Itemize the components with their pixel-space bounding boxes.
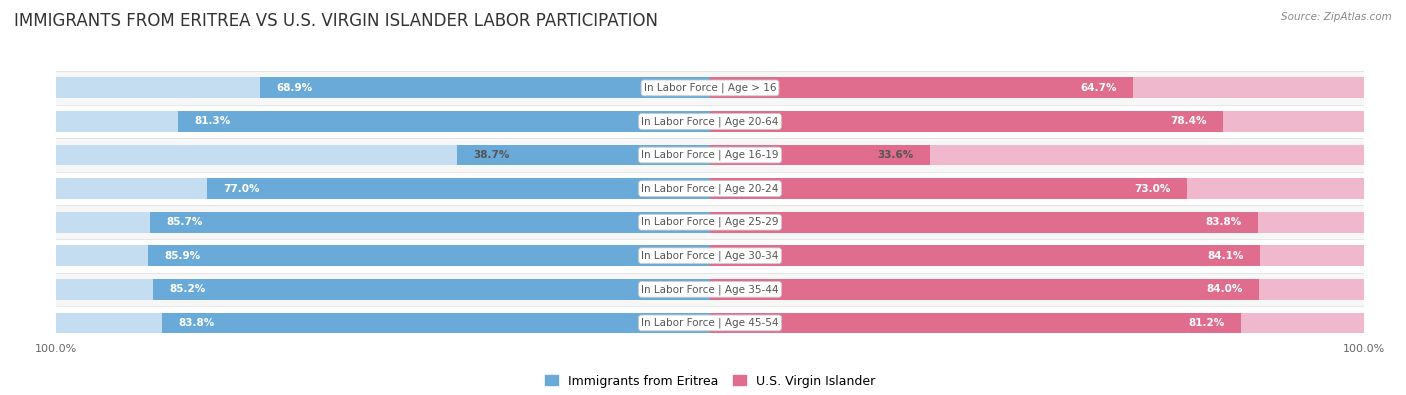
Bar xyxy=(710,145,1364,166)
Bar xyxy=(56,71,1364,105)
Bar xyxy=(56,273,1364,306)
Bar xyxy=(207,178,710,199)
Text: In Labor Force | Age 16-19: In Labor Force | Age 16-19 xyxy=(641,150,779,160)
Legend: Immigrants from Eritrea, U.S. Virgin Islander: Immigrants from Eritrea, U.S. Virgin Isl… xyxy=(540,370,880,393)
Bar xyxy=(56,105,1364,138)
Text: In Labor Force | Age 45-54: In Labor Force | Age 45-54 xyxy=(641,318,779,328)
Text: In Labor Force | Age 30-34: In Labor Force | Age 30-34 xyxy=(641,250,779,261)
Text: IMMIGRANTS FROM ERITREA VS U.S. VIRGIN ISLANDER LABOR PARTICIPATION: IMMIGRANTS FROM ERITREA VS U.S. VIRGIN I… xyxy=(14,12,658,30)
Bar xyxy=(710,279,1364,300)
Bar xyxy=(710,111,1364,132)
Text: In Labor Force | Age 20-64: In Labor Force | Age 20-64 xyxy=(641,116,779,127)
Text: 84.0%: 84.0% xyxy=(1206,284,1243,294)
Bar xyxy=(457,145,710,166)
Bar xyxy=(710,245,1260,266)
Bar xyxy=(710,178,1187,199)
Bar xyxy=(710,312,1241,333)
Bar xyxy=(56,77,710,98)
Bar xyxy=(710,212,1364,233)
Text: Source: ZipAtlas.com: Source: ZipAtlas.com xyxy=(1281,12,1392,22)
Bar xyxy=(56,111,710,132)
Bar xyxy=(710,178,1364,199)
Text: In Labor Force | Age 20-24: In Labor Force | Age 20-24 xyxy=(641,183,779,194)
Text: 38.7%: 38.7% xyxy=(474,150,510,160)
Text: 81.3%: 81.3% xyxy=(195,117,231,126)
Text: 83.8%: 83.8% xyxy=(179,318,215,328)
Text: 81.2%: 81.2% xyxy=(1188,318,1225,328)
Bar xyxy=(710,279,1260,300)
Bar xyxy=(149,212,710,233)
Bar xyxy=(56,312,710,333)
Bar xyxy=(56,138,1364,172)
Bar xyxy=(56,145,710,166)
Text: 84.1%: 84.1% xyxy=(1208,251,1243,261)
Bar xyxy=(56,212,710,233)
Bar xyxy=(710,245,1364,266)
Bar xyxy=(710,77,1364,98)
Bar xyxy=(153,279,710,300)
Text: 68.9%: 68.9% xyxy=(276,83,312,93)
Bar xyxy=(710,77,1133,98)
Bar xyxy=(56,205,1364,239)
Bar xyxy=(56,245,710,266)
Text: In Labor Force | Age 35-44: In Labor Force | Age 35-44 xyxy=(641,284,779,295)
Bar xyxy=(710,111,1223,132)
Text: 85.7%: 85.7% xyxy=(166,217,202,227)
Bar xyxy=(710,312,1364,333)
Bar xyxy=(149,245,710,266)
Bar xyxy=(179,111,710,132)
Text: 77.0%: 77.0% xyxy=(224,184,260,194)
Bar xyxy=(56,172,1364,205)
Text: 83.8%: 83.8% xyxy=(1205,217,1241,227)
Bar xyxy=(260,77,710,98)
Text: 33.6%: 33.6% xyxy=(877,150,914,160)
Text: In Labor Force | Age > 16: In Labor Force | Age > 16 xyxy=(644,83,776,93)
Bar xyxy=(56,306,1364,340)
Text: 85.2%: 85.2% xyxy=(169,284,205,294)
Bar xyxy=(56,239,1364,273)
Bar xyxy=(56,279,710,300)
Bar xyxy=(710,145,929,166)
Text: 73.0%: 73.0% xyxy=(1135,184,1171,194)
Bar xyxy=(56,178,710,199)
Text: 85.9%: 85.9% xyxy=(165,251,201,261)
Text: 64.7%: 64.7% xyxy=(1080,83,1116,93)
Text: 78.4%: 78.4% xyxy=(1170,117,1206,126)
Bar xyxy=(710,212,1258,233)
Bar xyxy=(162,312,710,333)
Text: In Labor Force | Age 25-29: In Labor Force | Age 25-29 xyxy=(641,217,779,228)
